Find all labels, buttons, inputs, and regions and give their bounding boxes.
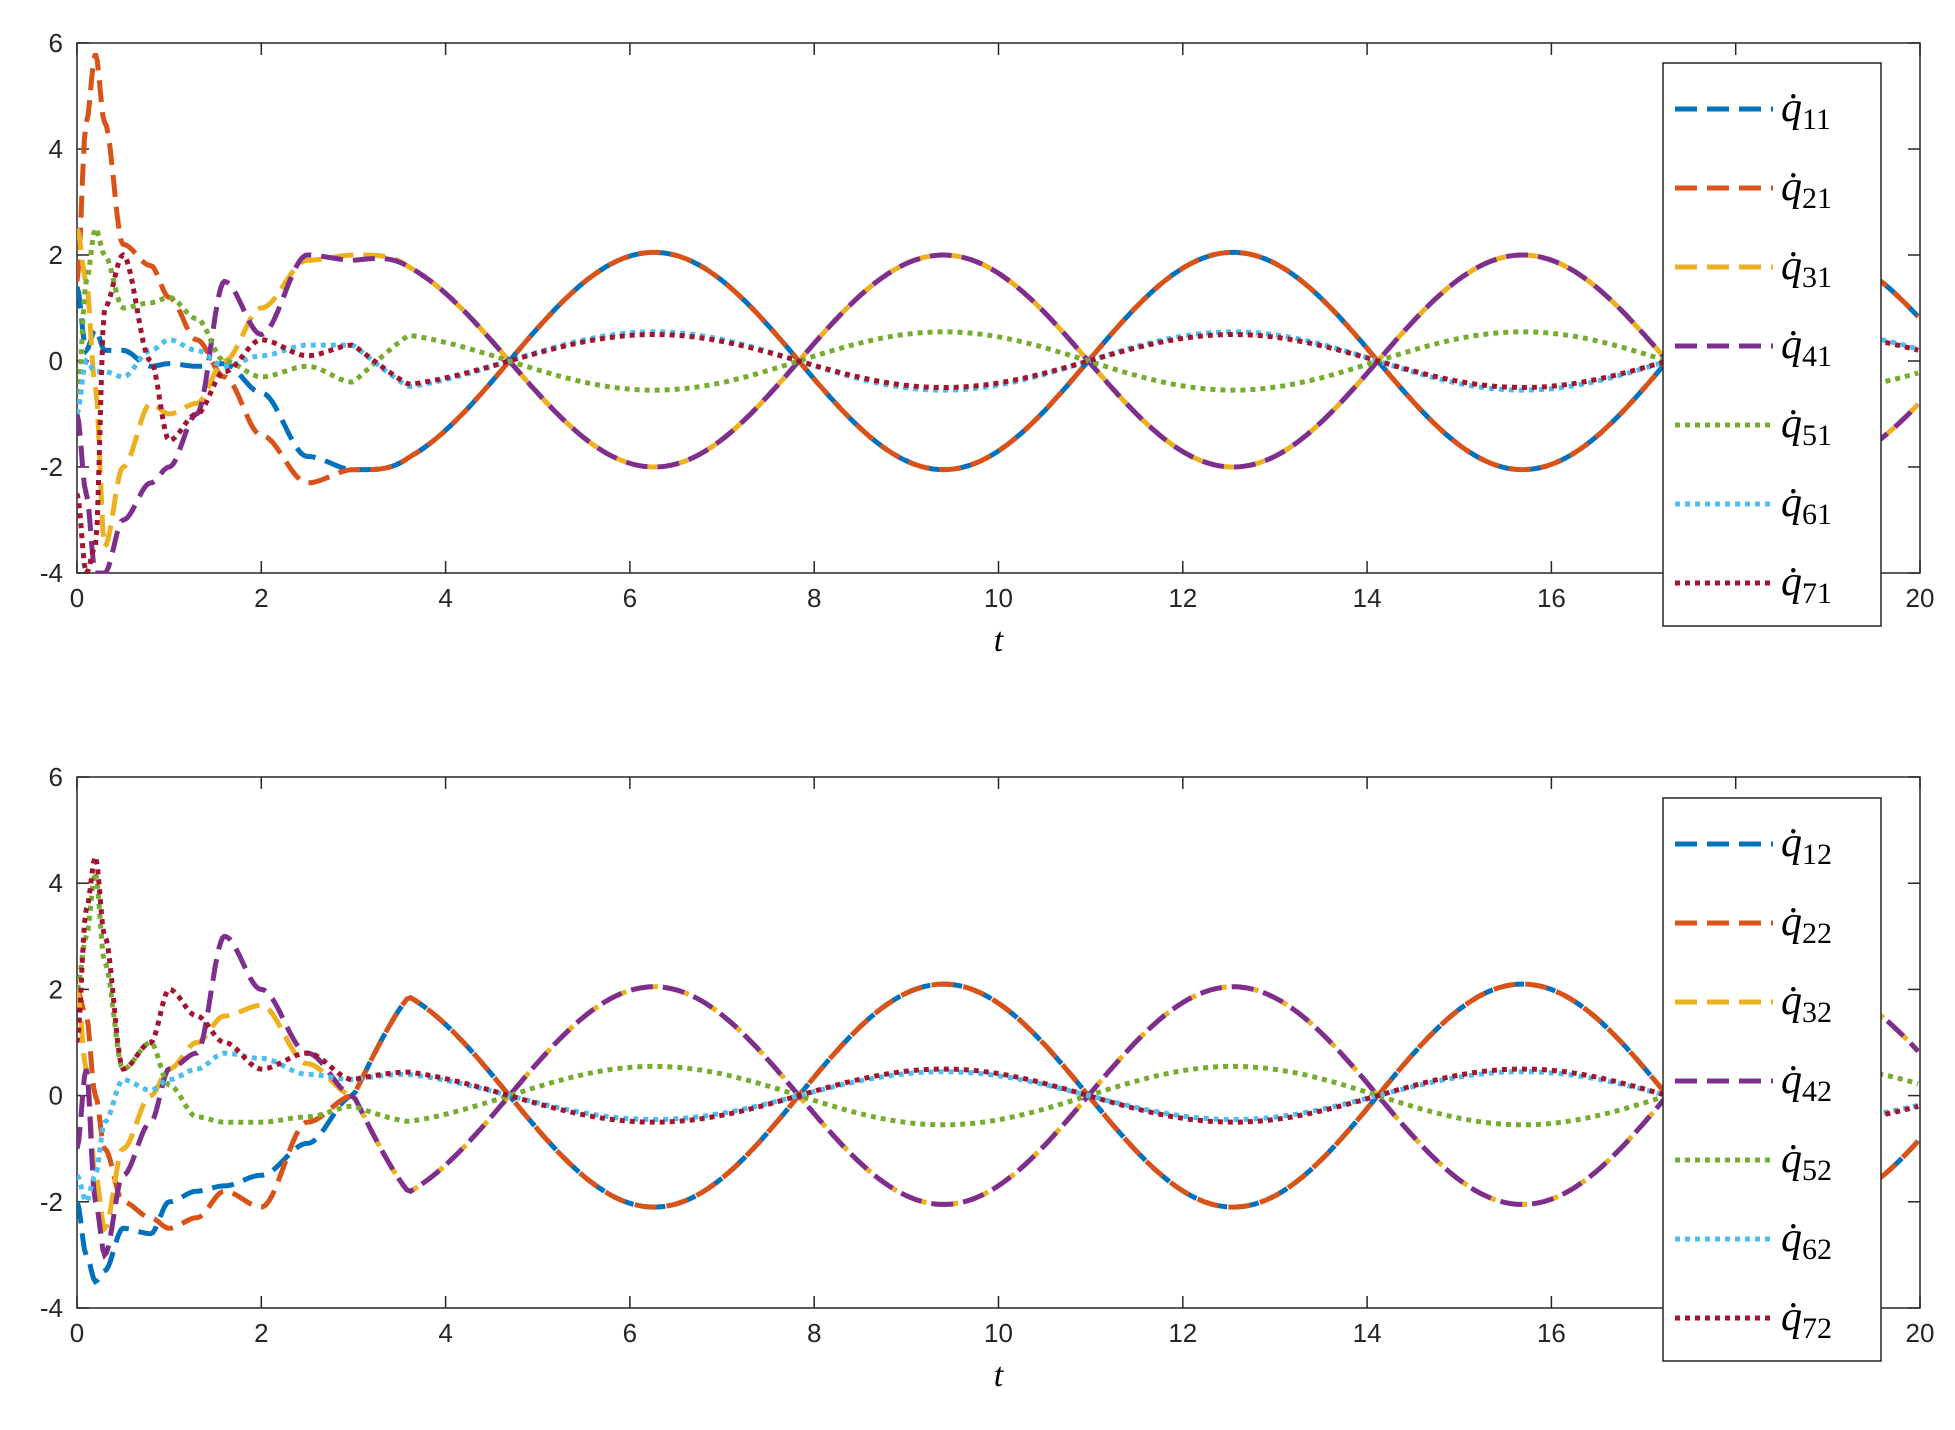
x-tick-label: 14 bbox=[1353, 583, 1382, 613]
series-line-q41 bbox=[77, 252, 1920, 573]
x-tick-label: 12 bbox=[1168, 583, 1197, 613]
plot-area bbox=[76, 776, 1921, 1309]
legend-entry-label: q̇21 bbox=[1781, 164, 1832, 215]
x-tick-label: 20 bbox=[1906, 1318, 1935, 1348]
legend-entry-label: q̇42 bbox=[1781, 1057, 1832, 1108]
x-tick-label: 16 bbox=[1537, 1318, 1566, 1348]
y-tick-label: -4 bbox=[40, 558, 63, 588]
legend-entry-label: q̇32 bbox=[1781, 978, 1832, 1029]
y-tick-label: 0 bbox=[49, 346, 63, 376]
x-tick-label: 10 bbox=[984, 1318, 1013, 1348]
legend-entry-label: q̇31 bbox=[1781, 243, 1832, 294]
x-tick-label: 12 bbox=[1168, 1318, 1197, 1348]
chart-panel-2: 02468101214161820-4-20246tq̇12q̇22q̇32q̇… bbox=[40, 762, 1935, 1394]
x-axis-label: t bbox=[994, 622, 1005, 659]
chart-panel-1: 02468101214161820-4-20246tq̇11q̇21q̇31q̇… bbox=[40, 28, 1935, 659]
y-tick-label: 4 bbox=[49, 868, 63, 898]
series-line-q72 bbox=[77, 847, 1919, 1125]
x-tick-label: 14 bbox=[1353, 1318, 1382, 1348]
series-line-q51 bbox=[77, 222, 1919, 415]
series-line-q22 bbox=[77, 981, 1920, 1231]
x-tick-label: 8 bbox=[807, 1318, 821, 1348]
y-tick-label: 0 bbox=[49, 1081, 63, 1111]
x-tick-label: 10 bbox=[984, 583, 1013, 613]
y-tick-label: 4 bbox=[49, 134, 63, 164]
legend: q̇12 q̇22 q̇32 q̇42 q̇52 q̇62 q̇72 bbox=[1662, 797, 1882, 1362]
series-line-q71 bbox=[77, 251, 1919, 573]
y-tick-label: -4 bbox=[40, 1293, 63, 1323]
y-tick-label: 6 bbox=[49, 762, 63, 792]
legend-entry-label: q̇22 bbox=[1781, 899, 1832, 950]
series-line-q61 bbox=[77, 329, 1919, 415]
x-tick-label: 8 bbox=[807, 583, 821, 613]
legend-entry-label: q̇51 bbox=[1781, 401, 1832, 452]
legend-entry-label: q̇12 bbox=[1781, 820, 1832, 871]
series-line-q21 bbox=[77, 52, 1920, 486]
y-tick-label: 2 bbox=[49, 240, 63, 270]
x-tick-label: 0 bbox=[70, 583, 84, 613]
legend-entry-label: q̇71 bbox=[1781, 559, 1832, 610]
x-tick-label: 6 bbox=[623, 1318, 637, 1348]
y-tick-label: 6 bbox=[49, 28, 63, 58]
x-tick-label: 4 bbox=[438, 1318, 452, 1348]
legend-entry-label: q̇62 bbox=[1781, 1215, 1832, 1266]
x-tick-label: 16 bbox=[1537, 583, 1566, 613]
x-tick-label: 2 bbox=[254, 583, 268, 613]
x-tick-label: 4 bbox=[438, 583, 452, 613]
legend-entry-label: q̇72 bbox=[1781, 1294, 1832, 1345]
legend: q̇11 q̇21 q̇31 q̇41 q̇51 q̇61 q̇71 bbox=[1662, 62, 1882, 627]
legend-entry-label: q̇41 bbox=[1781, 322, 1832, 373]
y-tick-label: -2 bbox=[40, 452, 63, 482]
x-axis-label: t bbox=[994, 1357, 1005, 1394]
legend-entry-label: q̇61 bbox=[1781, 480, 1832, 531]
legend-entry-label: q̇52 bbox=[1781, 1136, 1832, 1187]
y-tick-label: -2 bbox=[40, 1187, 63, 1217]
legend-entry-label: q̇11 bbox=[1781, 85, 1831, 136]
x-tick-label: 0 bbox=[70, 1318, 84, 1348]
x-tick-label: 20 bbox=[1906, 583, 1935, 613]
plot-area bbox=[76, 42, 1921, 574]
x-tick-label: 6 bbox=[623, 583, 637, 613]
series-line-q42 bbox=[77, 933, 1920, 1260]
x-tick-label: 2 bbox=[254, 1318, 268, 1348]
series-line-q62 bbox=[77, 1050, 1919, 1207]
y-tick-label: 2 bbox=[49, 974, 63, 1004]
